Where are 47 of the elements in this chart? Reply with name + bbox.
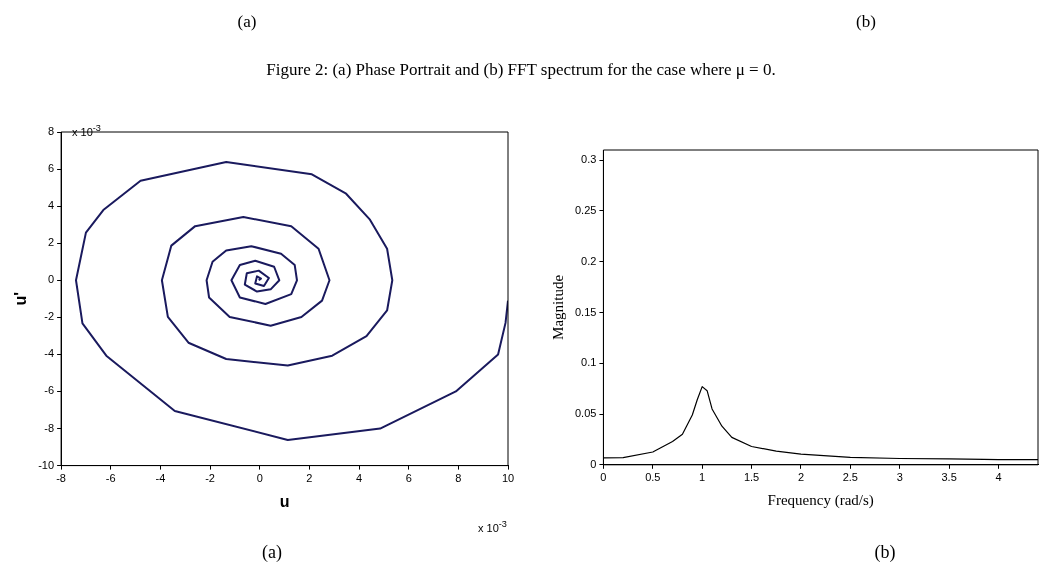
x-axis-title: u: [279, 492, 290, 510]
y-tick-label: 0.3: [581, 153, 597, 166]
x-tick-label: 2: [797, 471, 805, 484]
x-tick-label: 6: [405, 472, 412, 485]
y-tick-label: 0: [47, 273, 55, 286]
text: (a): [236, 12, 258, 32]
y-tick-label: -8: [44, 421, 55, 434]
y-tick-label: 6: [47, 162, 55, 175]
x-tick-label: 4: [995, 471, 1002, 484]
text: (a): [261, 541, 283, 564]
x-tick-label: 10: [501, 472, 515, 485]
y-tick-label: 0.1: [581, 356, 597, 369]
y-tick-label: 0.05: [574, 407, 597, 420]
y-axis-title: u': [12, 292, 30, 306]
y-tick-label: 0.2: [581, 254, 597, 267]
y-tick-label: -2: [44, 310, 55, 323]
x-tick-label: 2.5: [842, 471, 858, 484]
y-tick-label: 0: [590, 457, 597, 470]
x-axis-title: Frequency (rad/s): [767, 491, 874, 509]
y-tick-label: -4: [44, 347, 55, 360]
text: Figure 2: (a) Phase Portrait and (b) FFT spectrum for the case where μ = 0.: [265, 60, 777, 80]
y-tick-label: 2: [47, 236, 55, 249]
x-tick-label: 2: [306, 472, 313, 485]
y-tick-label: 0.15: [574, 305, 597, 318]
y-tick-label: 0.25: [574, 203, 597, 216]
x-tick-label: 8: [455, 472, 462, 485]
x-tick-label: 0.5: [645, 471, 661, 484]
x-tick-label: -6: [105, 472, 116, 485]
text: (b): [855, 12, 877, 32]
x-tick-label: 1: [699, 471, 706, 484]
x-tick-label: -2: [205, 472, 215, 485]
y-tick-label: -6: [44, 384, 55, 397]
x-tick-label: 0: [256, 472, 263, 485]
text: (b): [873, 541, 897, 564]
annotation: x 10$^{-3}$: [72, 122, 101, 140]
y-tick-label: -10: [38, 458, 55, 471]
x-tick-label: 3: [896, 471, 903, 484]
y-tick-label: 8: [47, 125, 55, 138]
x-tick-label: -4: [155, 472, 166, 485]
x-tick-label: 0: [600, 471, 607, 484]
x-tick-label: -8: [56, 472, 66, 485]
x-tick-label: 1.5: [743, 471, 760, 484]
x-tick-label: 4: [355, 472, 363, 485]
text: x 10$^{-3}$: [478, 518, 507, 536]
y-axis-title: Magnitude: [549, 274, 566, 340]
x-tick-label: 3.5: [941, 471, 957, 484]
y-tick-label: 4: [47, 199, 55, 212]
